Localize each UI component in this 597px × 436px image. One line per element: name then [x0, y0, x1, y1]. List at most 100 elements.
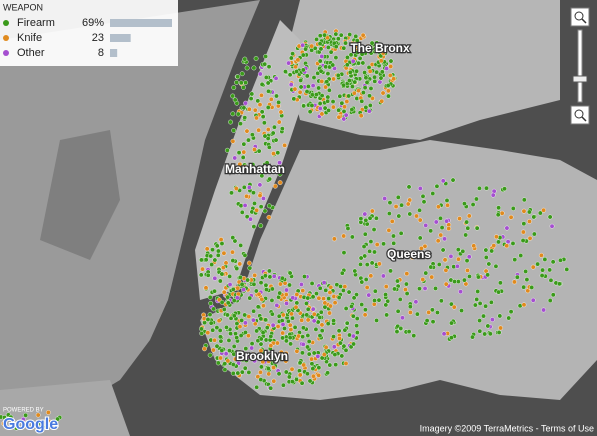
- incident-dot: [305, 344, 310, 350]
- zoom-out[interactable]: [570, 105, 590, 125]
- incident-dot: [276, 99, 282, 105]
- incident-dot: [305, 83, 311, 89]
- incident-dot: [254, 328, 260, 334]
- incident-dot: [405, 201, 411, 207]
- incident-dot: [264, 287, 269, 292]
- incident-dot: [254, 115, 259, 121]
- incident-dot: [484, 185, 489, 191]
- incident-dot: [276, 371, 282, 377]
- incident-dot: [246, 185, 252, 190]
- incident-dot: [232, 238, 238, 244]
- incident-dot: [400, 315, 405, 321]
- incident-dot: [315, 353, 321, 359]
- incident-dot: [530, 264, 536, 270]
- incident-dot: [272, 124, 277, 130]
- legend-value: 23: [92, 32, 104, 44]
- incident-dot: [208, 320, 214, 326]
- incident-dot: [321, 296, 326, 301]
- incident-dot: [282, 142, 288, 148]
- incident-dot: [464, 219, 470, 225]
- incident-dot: [369, 260, 375, 266]
- zoom-handle[interactable]: [572, 75, 588, 83]
- zoom-track[interactable]: [577, 29, 583, 103]
- incident-dot: [287, 335, 293, 341]
- place-label: The Bronx: [350, 41, 410, 55]
- incident-dot: [368, 273, 374, 279]
- incident-dot: [380, 90, 386, 96]
- incident-dot: [331, 318, 337, 324]
- incident-dot: [558, 257, 563, 263]
- incident-dot: [306, 351, 312, 357]
- incident-dot: [386, 93, 391, 99]
- google-logo[interactable]: Google: [2, 415, 59, 434]
- incident-dot: [306, 339, 312, 344]
- incident-dot: [212, 257, 218, 263]
- incident-dot: [360, 90, 366, 95]
- incident-dot: [364, 79, 370, 85]
- incident-dot: [343, 361, 349, 366]
- incident-dot: [251, 281, 257, 287]
- incident-dot: [323, 344, 329, 350]
- incident-dot: [512, 279, 517, 285]
- incident-dot: [542, 257, 548, 262]
- incident-dot: [407, 304, 413, 310]
- incident-dot: [199, 326, 204, 332]
- incident-dot: [207, 352, 213, 358]
- incident-dot: [289, 379, 295, 384]
- incident-dot: [470, 202, 476, 207]
- incident-dot: [256, 291, 262, 297]
- zoom-in[interactable]: [570, 7, 590, 27]
- incident-dot: [209, 262, 215, 267]
- incident-dot: [228, 119, 233, 125]
- incident-dot: [482, 331, 488, 337]
- incident-dot: [314, 291, 319, 296]
- incident-dot: [364, 262, 370, 268]
- incident-dot: [234, 295, 240, 301]
- incident-dot: [462, 277, 467, 283]
- incident-dot: [294, 300, 300, 306]
- incident-dot: [198, 272, 204, 278]
- incident-dot: [230, 370, 236, 376]
- incident-dot: [362, 70, 367, 75]
- incident-dot: [230, 286, 236, 292]
- incident-dot: [374, 318, 379, 323]
- incident-dot: [280, 322, 286, 327]
- incident-dot: [422, 243, 428, 249]
- incident-dot: [369, 208, 375, 214]
- incident-dot: [228, 168, 234, 174]
- incident-dot: [258, 377, 264, 383]
- incident-dot: [244, 128, 250, 134]
- incident-dot: [251, 65, 257, 71]
- incident-dot: [279, 349, 284, 355]
- incident-dot: [344, 54, 350, 60]
- incident-dot: [324, 79, 330, 85]
- incident-dot: [251, 190, 256, 196]
- incident-dot: [466, 254, 472, 260]
- incident-dot: [319, 93, 325, 99]
- incident-dot: [276, 119, 282, 125]
- incident-dot: [333, 362, 339, 368]
- incident-dot: [294, 69, 299, 74]
- incident-dot: [254, 207, 260, 213]
- incident-dot: [399, 202, 404, 208]
- incident-dot: [325, 370, 331, 376]
- incident-dot: [266, 144, 272, 150]
- incident-dot: [247, 295, 253, 301]
- incident-dot: [258, 204, 264, 210]
- incident-dot: [2, 415, 7, 420]
- incident-dot: [475, 274, 481, 280]
- incident-dot: [325, 98, 331, 104]
- incident-dot: [263, 317, 268, 323]
- incident-dot: [265, 127, 271, 132]
- incident-dot: [514, 274, 520, 280]
- incident-dot: [390, 256, 396, 262]
- incident-dot: [332, 352, 338, 358]
- incident-dot: [319, 53, 325, 59]
- attribution[interactable]: Imagery ©2009 TerraMetrics - Terms of Us…: [420, 423, 594, 433]
- incident-dot: [338, 340, 343, 346]
- incident-dot: [322, 304, 328, 310]
- incident-dot: [257, 71, 263, 77]
- incident-dot: [259, 81, 265, 87]
- incident-dot: [377, 261, 382, 267]
- incident-dot: [541, 207, 546, 213]
